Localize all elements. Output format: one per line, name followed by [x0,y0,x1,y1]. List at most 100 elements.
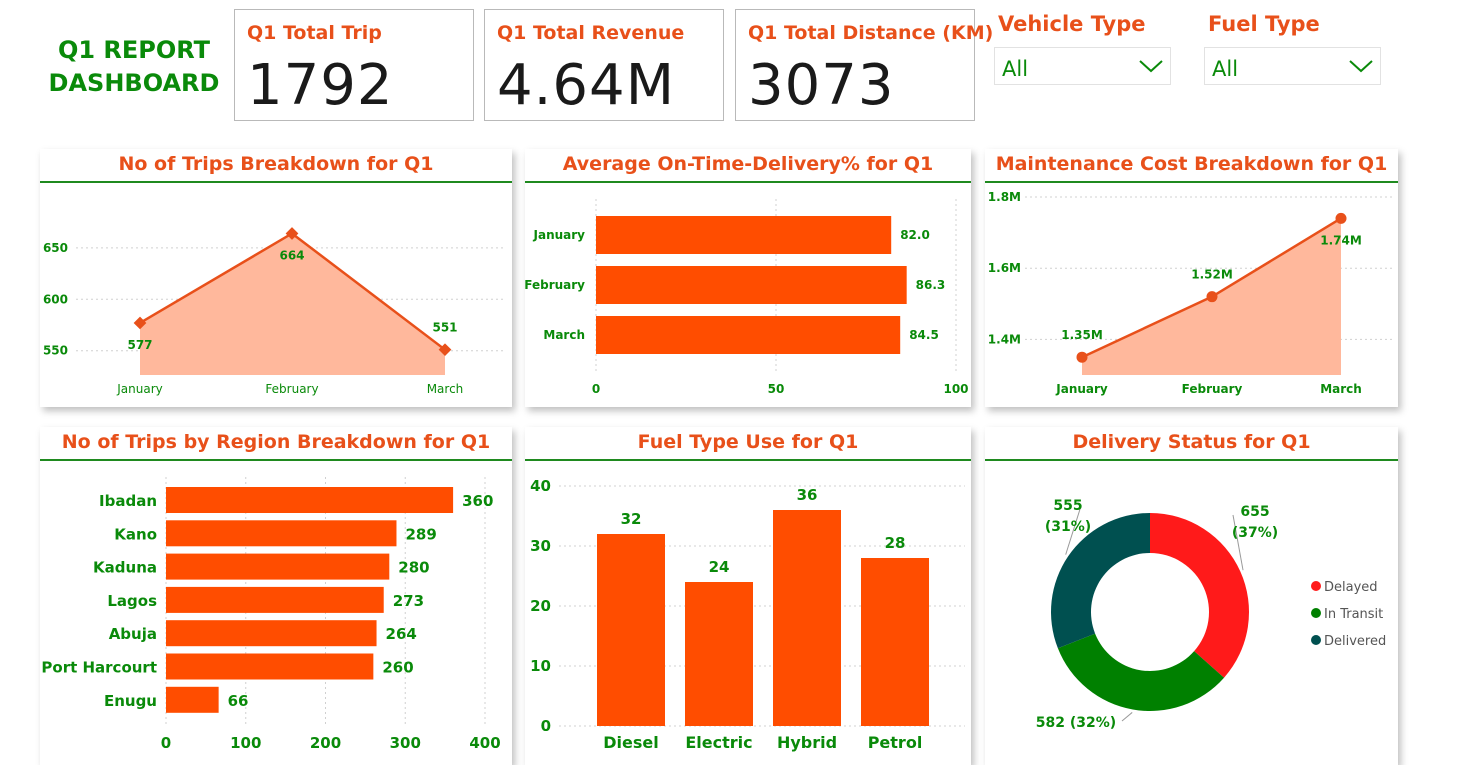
pie-slice [1051,513,1150,649]
x-tick-label: March [427,382,464,396]
y-tick-label: 550 [43,344,68,358]
slice-label: (31%) [1045,519,1091,535]
area-fill [1082,218,1341,375]
slice-label: (37%) [1232,525,1278,541]
category-label: Abuja [109,625,157,643]
data-label: 86.3 [916,278,946,292]
dashboard-title: Q1 REPORT DASHBOARD [40,34,228,100]
data-label: 82.0 [900,228,930,242]
x-tick-label: March [1320,382,1362,396]
y-tick-label: 40 [530,477,551,495]
pie-slice [1057,633,1225,711]
data-point [1206,291,1218,303]
category-label: Petrol [868,733,923,752]
x-tick-label: February [1182,382,1243,396]
pie-slice [1150,513,1249,678]
data-label: 280 [398,559,429,577]
data-label: 260 [382,659,413,677]
dashboard-title-line1: Q1 REPORT [57,36,211,64]
legend-swatch [1311,608,1321,618]
fuel-type-chart-panel: Fuel Type Use for Q1 0 10 20 30 40 32 Diesel 24… [525,427,971,765]
chart-title: No of Trips by Region Breakdown for Q1 [40,427,512,461]
data-label: 36 [797,486,818,504]
kpi-label: Q1 Total Distance (KM) [748,22,994,44]
chart-title: Maintenance Cost Breakdown for Q1 [985,149,1398,183]
legend-label: Delivered [1324,634,1386,649]
chevron-down-icon [1139,60,1163,73]
slice-label: 655 [1240,504,1269,520]
dashboard-title-line2: DASHBOARD [48,69,220,97]
area-fill [140,233,445,375]
data-point [1335,212,1347,224]
data-label: 66 [228,692,249,710]
leader-line [1065,505,1082,555]
y-tick-label: 0 [541,717,551,735]
bar [596,316,901,354]
bar [685,582,753,726]
kpi-value: 3073 [748,53,895,118]
chart-title: Average On-Time-Delivery% for Q1 [525,149,971,183]
data-label: 1.74M [1320,233,1362,247]
x-tick-label: January [116,382,163,396]
bar [166,487,454,513]
bar [166,653,374,680]
data-label: 551 [432,321,457,335]
category-label: Diesel [603,733,658,752]
x-tick-label: 50 [768,382,785,396]
data-label: 577 [127,338,152,352]
legend-swatch [1311,581,1321,591]
data-label: 1.35M [1061,328,1103,342]
kpi-card-total-trip: Q1 Total Trip 1792 [234,9,474,121]
category-label: February [525,278,585,292]
bar [773,510,841,726]
y-tick-label: 1.6M [988,261,1021,275]
x-tick-label: 100 [943,382,968,396]
data-label: 32 [621,510,642,528]
x-tick-label: 0 [161,734,171,752]
legend-swatch [1311,635,1321,645]
category-label: Electric [685,733,752,752]
data-label: 264 [386,625,417,643]
fuel-type-selected-value: All [1212,57,1239,81]
x-tick-label: 0 [592,382,600,396]
y-tick-label: 1.8M [988,190,1021,204]
data-point [285,227,299,240]
maintenance-chart-panel: Maintenance Cost Breakdown for Q1 1.4M 1.… [985,149,1398,407]
slice-label: 555 [1053,498,1082,514]
bar [861,558,929,726]
data-label: 360 [462,492,493,510]
data-label: 664 [279,248,304,262]
chart-title: No of Trips Breakdown for Q1 [40,149,512,183]
category-label: January [533,228,586,242]
x-tick-label: 100 [230,734,261,752]
data-point [438,343,452,357]
data-label: 28 [885,534,906,552]
y-tick-label: 10 [530,657,551,675]
category-label: Port Harcourt [41,659,157,677]
kpi-card-total-distance: Q1 Total Distance (KM) 3073 [735,9,993,121]
category-label: March [543,328,585,342]
category-label: Ibadan [99,492,157,510]
leader-line [1121,712,1133,722]
delivery-status-chart-panel: Delivery Status for Q1 655 (37%) 582 (32%)… [985,427,1398,765]
chart-title: Delivery Status for Q1 [985,427,1398,461]
data-label: 273 [393,592,424,610]
otd-chart-panel: Average On-Time-Delivery% for Q1 0 50 100 8… [525,149,971,407]
data-label: 84.5 [909,328,939,342]
trips-month-chart: 550 600 650 577 664 551 January February March [43,227,506,396]
bar [166,553,390,580]
x-tick-label: January [1055,382,1108,396]
category-label: Enugu [104,692,157,710]
bar [166,586,384,613]
vehicle-type-selected-value: All [1002,57,1029,81]
maintenance-chart: 1.4M 1.6M 1.8M 1.35M 1.52M 1.74M January Februa… [988,190,1395,396]
trips-region-chart-panel: No of Trips by Region Breakdown for Q1 0… [40,427,512,765]
kpi-value: 4.64M [497,53,676,118]
fuel-type-chart: 0 10 20 30 40 32 Diesel 24 Electric 36 Hybrid 28 Pet… [530,477,965,752]
fuel-type-dropdown[interactable]: All [1204,47,1381,85]
bar [596,266,907,304]
vehicle-type-dropdown[interactable]: All [994,47,1171,85]
chart-title: Fuel Type Use for Q1 [525,427,971,461]
bar [166,520,397,547]
x-tick-label: 400 [469,734,500,752]
